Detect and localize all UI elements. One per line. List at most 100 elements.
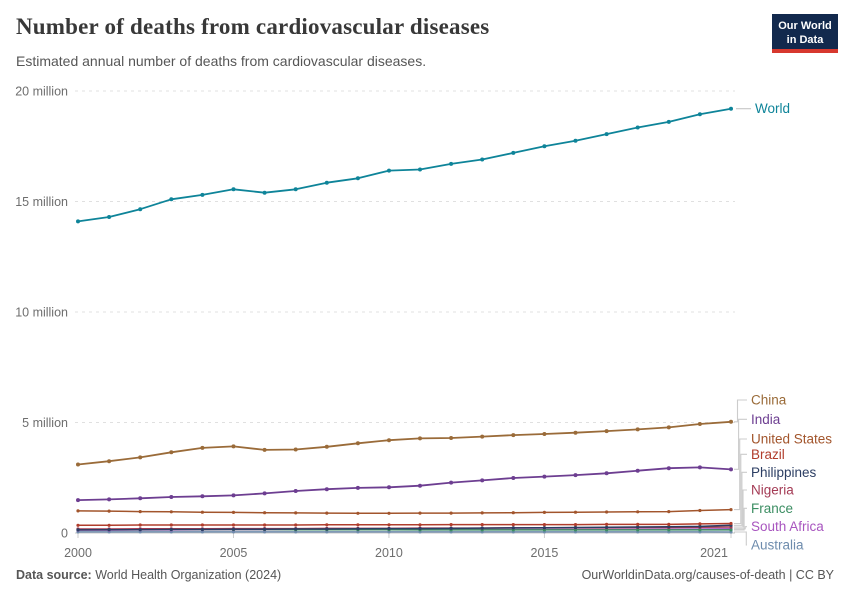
data-point-australia-2005[interactable] <box>231 530 236 534</box>
data-point-india-2017[interactable] <box>604 471 609 476</box>
data-point-australia-2006[interactable] <box>263 530 267 534</box>
data-point-brazil-2008[interactable] <box>325 523 329 527</box>
data-point-brazil-2012[interactable] <box>449 523 453 527</box>
data-point-united-states-2005[interactable] <box>231 510 236 514</box>
data-point-india-2016[interactable] <box>573 473 578 478</box>
data-point-india-2005[interactable] <box>231 493 236 498</box>
data-point-philippines-2016[interactable] <box>573 525 578 530</box>
data-point-world-2000[interactable] <box>76 219 80 224</box>
data-point-china-2020[interactable] <box>697 422 702 426</box>
data-point-brazil-2003[interactable] <box>169 523 173 527</box>
data-point-united-states-2013[interactable] <box>480 511 484 515</box>
data-point-china-2009[interactable] <box>355 441 360 446</box>
data-point-brazil-2002[interactable] <box>138 523 142 527</box>
data-point-world-2005[interactable] <box>231 187 236 192</box>
data-point-united-states-2003[interactable] <box>169 510 173 514</box>
data-point-india-2000[interactable] <box>76 498 80 503</box>
data-point-australia-2010[interactable] <box>387 530 391 534</box>
data-point-united-states-2002[interactable] <box>138 510 142 514</box>
series-line-brazil[interactable] <box>78 522 732 527</box>
data-point-philippines-2003[interactable] <box>169 527 173 532</box>
data-point-world-2007[interactable] <box>293 187 298 192</box>
series-line-philippines[interactable] <box>77 524 732 531</box>
data-point-brazil-2007[interactable] <box>294 523 298 527</box>
data-point-world-2002[interactable] <box>138 207 143 212</box>
data-point-united-states-2010[interactable] <box>387 511 391 515</box>
data-point-philippines-2020[interactable] <box>698 524 702 529</box>
data-point-china-2014[interactable] <box>511 433 516 438</box>
data-point-philippines-2006[interactable] <box>263 527 267 531</box>
data-point-india-2009[interactable] <box>355 485 360 490</box>
data-point-brazil-2001[interactable] <box>107 523 111 527</box>
data-point-india-2002[interactable] <box>138 496 143 501</box>
data-point-china-2018[interactable] <box>635 427 640 432</box>
series-label-nigeria[interactable]: Nigeria <box>751 483 794 498</box>
data-point-india-2018[interactable] <box>635 468 640 473</box>
data-point-india-2015[interactable] <box>542 474 547 479</box>
data-point-france-2018[interactable] <box>636 528 640 532</box>
data-point-brazil-2011[interactable] <box>418 523 422 527</box>
data-point-china-2002[interactable] <box>138 455 143 460</box>
data-point-brazil-2017[interactable] <box>605 522 609 527</box>
data-point-australia-2004[interactable] <box>200 530 204 534</box>
data-point-united-states-2000[interactable] <box>76 509 80 513</box>
data-point-france-2017[interactable] <box>605 528 609 532</box>
data-point-philippines-2010[interactable] <box>387 527 391 531</box>
data-point-brazil-2013[interactable] <box>480 523 484 527</box>
data-point-india-2004[interactable] <box>200 494 205 499</box>
data-point-philippines-2000[interactable] <box>76 528 80 532</box>
data-point-china-2017[interactable] <box>604 429 609 434</box>
data-point-world-2019[interactable] <box>666 119 671 124</box>
data-point-brazil-2010[interactable] <box>387 523 391 527</box>
data-point-philippines-2017[interactable] <box>605 525 609 529</box>
data-point-china-2010[interactable] <box>387 438 391 443</box>
data-point-china-2015[interactable] <box>542 432 547 436</box>
series-line-united-states[interactable] <box>77 508 732 515</box>
series-label-australia[interactable]: Australia <box>751 538 804 553</box>
data-point-china-2001[interactable] <box>107 459 112 464</box>
data-point-china-2013[interactable] <box>480 434 485 439</box>
data-point-india-2021[interactable] <box>729 467 733 472</box>
data-point-philippines-2013[interactable] <box>480 526 484 530</box>
data-point-world-2009[interactable] <box>355 176 360 181</box>
data-point-china-2007[interactable] <box>293 447 298 452</box>
data-point-philippines-2011[interactable] <box>418 527 422 531</box>
data-point-india-2001[interactable] <box>107 497 112 502</box>
data-point-united-states-2015[interactable] <box>542 510 547 514</box>
data-point-world-2015[interactable] <box>542 144 547 149</box>
data-point-china-2012[interactable] <box>449 436 454 440</box>
data-point-china-2021[interactable] <box>729 419 733 424</box>
data-point-brazil-2009[interactable] <box>356 523 360 527</box>
data-point-france-2019[interactable] <box>667 528 671 532</box>
data-point-india-2013[interactable] <box>480 478 485 483</box>
data-point-india-2006[interactable] <box>262 491 267 496</box>
data-point-brazil-2016[interactable] <box>573 523 578 527</box>
data-point-philippines-2018[interactable] <box>636 525 640 529</box>
data-point-world-2017[interactable] <box>604 132 609 137</box>
series-label-world[interactable]: World <box>755 101 790 116</box>
data-point-china-2008[interactable] <box>324 444 329 449</box>
data-point-australia-2007[interactable] <box>294 530 298 534</box>
data-point-united-states-2020[interactable] <box>698 508 702 513</box>
data-point-brazil-2004[interactable] <box>200 523 204 527</box>
data-point-united-states-2011[interactable] <box>418 511 422 515</box>
data-point-india-2010[interactable] <box>387 485 391 490</box>
data-point-world-2008[interactable] <box>324 180 329 185</box>
data-point-australia-2008[interactable] <box>325 530 329 534</box>
data-point-world-2003[interactable] <box>169 197 174 202</box>
data-point-india-2003[interactable] <box>169 495 174 499</box>
series-line-india[interactable] <box>77 466 732 501</box>
data-point-united-states-2008[interactable] <box>325 511 329 515</box>
data-point-world-2014[interactable] <box>511 150 516 155</box>
data-point-india-2014[interactable] <box>511 476 516 480</box>
data-point-philippines-2005[interactable] <box>231 527 236 531</box>
data-point-india-2012[interactable] <box>449 480 454 485</box>
data-point-world-2001[interactable] <box>107 215 112 219</box>
series-label-china[interactable]: China <box>751 393 787 408</box>
data-point-philippines-2014[interactable] <box>511 526 515 530</box>
data-point-india-2020[interactable] <box>697 465 702 470</box>
data-point-brazil-2006[interactable] <box>263 523 267 527</box>
data-point-world-2018[interactable] <box>635 125 640 130</box>
data-point-india-2007[interactable] <box>293 489 298 493</box>
